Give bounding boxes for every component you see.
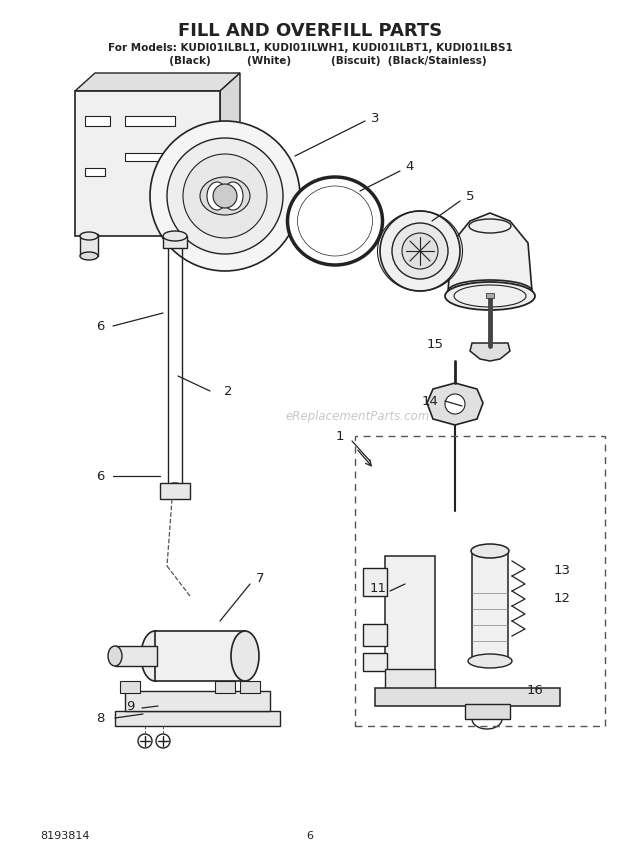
- Bar: [85, 116, 110, 126]
- Text: 15: 15: [427, 337, 443, 350]
- Bar: [115, 646, 157, 666]
- Circle shape: [392, 223, 448, 279]
- Bar: [375, 688, 560, 706]
- Text: 2: 2: [224, 384, 232, 397]
- Bar: [363, 653, 387, 671]
- Text: 12: 12: [554, 591, 570, 604]
- Bar: [115, 711, 280, 726]
- Polygon shape: [448, 213, 532, 291]
- Ellipse shape: [468, 654, 512, 668]
- Ellipse shape: [80, 252, 98, 260]
- Circle shape: [156, 734, 170, 748]
- Ellipse shape: [80, 232, 98, 240]
- Circle shape: [402, 233, 438, 269]
- Text: eReplacementParts.com: eReplacementParts.com: [285, 409, 429, 423]
- Bar: [472, 551, 508, 661]
- Bar: [385, 556, 435, 671]
- Bar: [240, 681, 260, 693]
- Text: For Models: KUDI01ILBL1, KUDI01ILWH1, KUDI01ILBT1, KUDI01ILBS1: For Models: KUDI01ILBL1, KUDI01ILWH1, KU…: [108, 43, 512, 53]
- Text: 14: 14: [422, 395, 438, 407]
- Text: 8193814: 8193814: [40, 831, 89, 841]
- Text: 11: 11: [370, 581, 386, 595]
- Polygon shape: [427, 383, 483, 425]
- Bar: [125, 153, 165, 161]
- Text: FILL AND OVERFILL PARTS: FILL AND OVERFILL PARTS: [178, 22, 442, 40]
- Ellipse shape: [471, 544, 509, 558]
- Ellipse shape: [231, 631, 259, 681]
- Text: (Black)          (White)           (Biscuit)  (Black/Stainless): (Black) (White) (Biscuit) (Black/Stainle…: [133, 56, 487, 66]
- Text: 4: 4: [406, 159, 414, 173]
- Text: 7: 7: [255, 572, 264, 585]
- Text: 6: 6: [96, 319, 104, 332]
- Circle shape: [380, 211, 460, 291]
- Bar: [215, 681, 235, 693]
- Ellipse shape: [163, 231, 187, 241]
- Bar: [125, 691, 270, 711]
- Polygon shape: [75, 73, 240, 91]
- Circle shape: [138, 734, 152, 748]
- Text: 3: 3: [371, 111, 379, 124]
- Circle shape: [183, 154, 267, 238]
- Bar: [120, 681, 140, 693]
- Text: 1: 1: [336, 430, 344, 443]
- Bar: [155, 631, 245, 681]
- Text: 8: 8: [96, 711, 104, 724]
- Bar: [363, 568, 387, 596]
- Circle shape: [445, 394, 465, 414]
- Bar: [85, 168, 105, 176]
- Circle shape: [213, 184, 237, 208]
- Bar: [160, 483, 190, 499]
- Bar: [363, 624, 387, 646]
- Ellipse shape: [200, 177, 250, 215]
- Ellipse shape: [108, 646, 122, 666]
- Circle shape: [150, 121, 300, 271]
- Text: 5: 5: [466, 189, 474, 203]
- Bar: [125, 116, 175, 126]
- Polygon shape: [470, 343, 510, 361]
- Ellipse shape: [207, 182, 227, 210]
- Text: 16: 16: [526, 685, 544, 698]
- Polygon shape: [220, 73, 240, 236]
- Bar: [465, 704, 510, 719]
- Bar: [486, 293, 494, 298]
- Bar: [395, 689, 425, 703]
- Text: 6: 6: [96, 469, 104, 483]
- Text: 9: 9: [126, 699, 134, 712]
- Ellipse shape: [454, 285, 526, 307]
- Bar: [355, 436, 605, 726]
- Ellipse shape: [445, 282, 535, 310]
- Bar: [80, 234, 98, 256]
- Text: 13: 13: [554, 564, 570, 578]
- Ellipse shape: [141, 631, 169, 681]
- Bar: [75, 91, 220, 236]
- Circle shape: [167, 138, 283, 254]
- Ellipse shape: [288, 177, 383, 265]
- Bar: [385, 669, 435, 691]
- Ellipse shape: [223, 182, 243, 210]
- Bar: [163, 236, 187, 248]
- Ellipse shape: [469, 219, 511, 233]
- Ellipse shape: [298, 186, 373, 256]
- Ellipse shape: [448, 280, 532, 302]
- Text: 6: 6: [306, 831, 314, 841]
- Bar: [205, 234, 219, 256]
